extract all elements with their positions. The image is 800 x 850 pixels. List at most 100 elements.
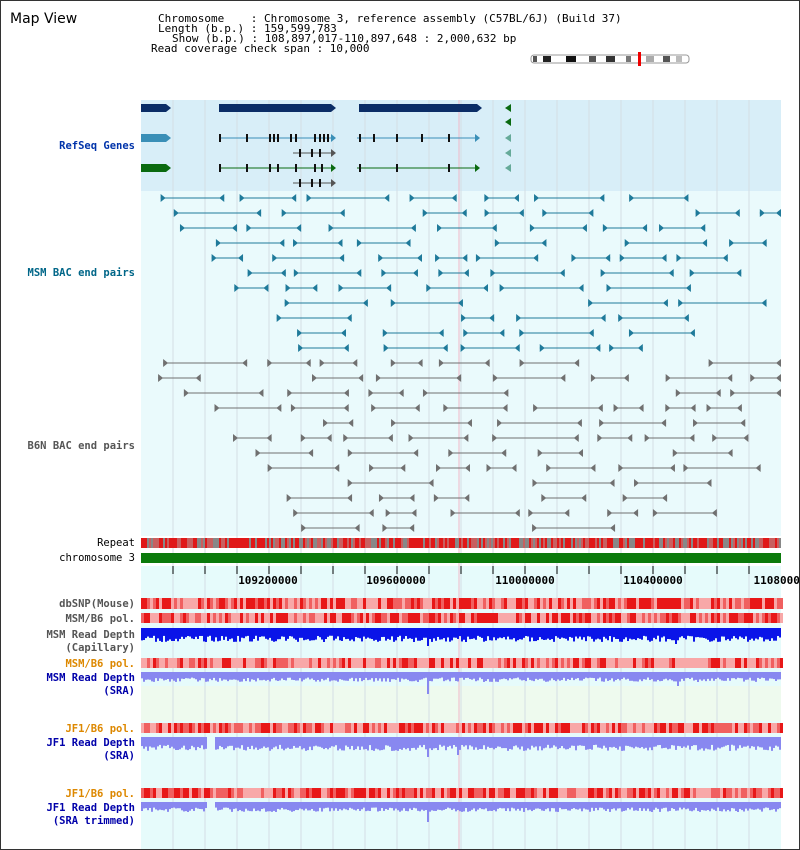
polymorphism-mark: [618, 613, 621, 623]
read-depth-bar: [715, 628, 717, 639]
polymorphism-mark: [348, 598, 351, 609]
read-depth-bar: [325, 737, 327, 749]
read-depth-bar: [573, 737, 575, 746]
read-depth-bar: [279, 737, 281, 745]
polymorphism-mark: [267, 613, 270, 623]
read-depth-bar: [735, 737, 737, 751]
read-depth-bar: [623, 802, 625, 811]
read-depth-bar: [755, 737, 757, 750]
read-depth-bar: [397, 628, 399, 637]
repeat-mark: [329, 538, 331, 548]
polymorphism-mark: [534, 658, 537, 668]
polymorphism-mark: [471, 658, 474, 668]
read-depth-bar: [215, 672, 217, 681]
exon-tick: [269, 164, 271, 172]
read-depth-bar: [423, 802, 425, 811]
repeat-mark: [191, 538, 193, 548]
polymorphism-mark: [201, 598, 204, 609]
read-depth-bar: [641, 628, 643, 640]
repeat-mark: [717, 538, 719, 548]
read-depth-bar: [291, 628, 293, 637]
polymorphism-mark: [177, 598, 180, 609]
polymorphism-mark: [708, 598, 711, 609]
polymorphism-mark: [492, 613, 495, 623]
read-depth-bar: [221, 737, 223, 748]
read-depth-bar: [583, 628, 585, 638]
read-depth-bar: [529, 737, 531, 750]
read-depth-bar: [741, 802, 743, 811]
read-depth-bar: [575, 628, 577, 637]
polymorphism-mark: [753, 613, 756, 623]
read-depth-bar: [347, 737, 349, 747]
read-depth-bar: [445, 802, 447, 809]
bac-end-arrow: [600, 314, 606, 322]
polymorphism-mark: [771, 598, 774, 609]
bac-end-arrow: [464, 464, 470, 472]
read-depth-bar: [609, 672, 611, 681]
read-depth-bar: [175, 802, 177, 809]
bac-end-arrow: [297, 329, 303, 337]
polymorphism-mark: [675, 788, 678, 798]
polymorphism-mark: [600, 658, 603, 668]
bac-end-arrow: [740, 419, 746, 427]
polymorphism-mark: [555, 598, 558, 609]
bac-end-arrow: [291, 194, 297, 202]
read-depth-bar: [719, 672, 721, 680]
repeat-mark: [757, 538, 759, 548]
repeat-mark: [507, 538, 509, 548]
bac-end-arrow: [173, 209, 179, 217]
polymorphism-mark: [447, 598, 450, 609]
read-depth-bar: [203, 802, 205, 812]
read-depth-bar: [361, 802, 363, 810]
bac-end-arrow: [381, 269, 387, 277]
bac-end-arrow: [609, 479, 615, 487]
ideogram-band: [676, 56, 682, 62]
repeat-mark: [695, 538, 697, 548]
polymorphism-mark: [402, 723, 405, 733]
polymorphism-mark: [735, 723, 738, 733]
repeat-mark: [303, 538, 305, 548]
read-depth-bar: [475, 628, 477, 640]
read-depth-bar: [283, 802, 285, 810]
polymorphism-mark: [192, 658, 195, 668]
polymorphism-mark: [276, 723, 279, 733]
polymorphism-mark: [165, 723, 168, 733]
polymorphism-mark: [327, 723, 330, 733]
read-depth-bar: [373, 672, 375, 682]
polymorphism-mark: [447, 788, 450, 798]
bac-end-arrow: [761, 299, 767, 307]
read-depth-bar: [323, 737, 325, 750]
repeat-mark: [255, 538, 257, 548]
polymorphism-mark: [654, 788, 657, 798]
bac-end-arrow: [776, 209, 781, 217]
polymorphism-mark: [477, 598, 480, 609]
repeat-mark: [233, 538, 235, 548]
polymorphism-mark: [354, 598, 357, 609]
repeat-mark: [555, 538, 557, 548]
polymorphism-mark: [552, 598, 555, 609]
polymorphism-mark: [534, 598, 537, 609]
polymorphism-mark: [471, 723, 474, 733]
bac-end-arrow: [238, 254, 244, 262]
polymorphism-mark: [198, 658, 201, 668]
read-depth-bar: [419, 628, 421, 641]
polymorphism-mark: [162, 788, 165, 798]
read-depth-bar: [157, 802, 159, 811]
polymorphism-mark: [564, 598, 567, 609]
polymorphism-mark: [255, 658, 258, 668]
polymorphism-mark: [777, 658, 780, 668]
polymorphism-mark: [705, 598, 708, 609]
read-depth-bar: [415, 672, 417, 681]
read-depth-bar: [437, 802, 439, 810]
read-depth-bar: [297, 672, 299, 681]
polymorphism-mark: [546, 723, 549, 733]
ideogram-band: [533, 56, 537, 62]
polymorphism-mark: [561, 723, 564, 733]
polymorphism-mark: [375, 598, 378, 609]
read-depth-bar: [757, 628, 759, 640]
bac-end-arrow: [644, 434, 650, 442]
polymorphism-mark: [432, 788, 435, 798]
polymorphism-mark: [165, 613, 168, 623]
repeat-mark: [195, 538, 197, 548]
